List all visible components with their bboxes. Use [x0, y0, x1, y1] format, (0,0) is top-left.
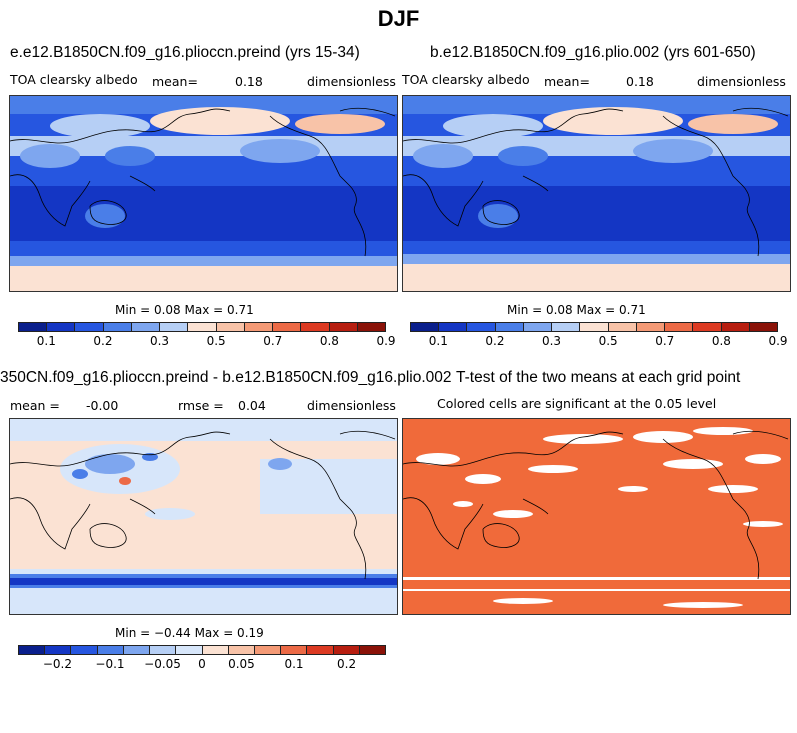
rmse-value-bottom-left: 0.04 [238, 398, 266, 413]
units-label-top-left: dimensionless [307, 74, 396, 89]
colorbar-swatch [301, 323, 330, 331]
colorbar-swatch [254, 646, 282, 654]
colorbar-tick-label: 0.5 [206, 334, 226, 348]
colorbar-swatch [216, 323, 245, 331]
colorbar-swatch [359, 646, 386, 654]
colorbar-swatch [150, 646, 177, 654]
colorbar-tick-label: 0.05 [228, 657, 255, 671]
colorbar-swatch [665, 323, 694, 331]
colorbar-tick-label: 0.9 [768, 334, 788, 348]
mean-value-top-left: 0.18 [235, 74, 263, 89]
colorbar-swatch [123, 646, 151, 654]
colorbar-swatch [580, 323, 609, 331]
colorbar-swatch [273, 323, 302, 331]
panel-title-bottom-right: T-test of the two means at each grid poi… [456, 369, 741, 386]
mean-value-bottom-left: -0.00 [86, 398, 119, 413]
variable-label-top-left: TOA clearsky albedo [10, 72, 138, 87]
variable-label-top-right: TOA clearsky albedo [402, 72, 530, 87]
colorbar-swatch [636, 323, 666, 331]
colorbar-swatch [693, 323, 722, 331]
colorbar-swatch [160, 323, 189, 331]
mean-label-top-right: mean= [544, 74, 590, 89]
colorbar-swatch [357, 323, 386, 331]
colorbar-swatch [244, 323, 274, 331]
units-label-bottom-left: dimensionless [307, 398, 396, 413]
stats-top-left: Min = 0.08 Max = 0.71 [115, 303, 254, 317]
colorbar-tick-label: 0.3 [541, 334, 562, 348]
map-panel-top-right [402, 95, 791, 292]
colorbar-tick-label: 0.8 [319, 334, 339, 348]
colorbar-swatch [97, 646, 124, 654]
colorbar-swatch [749, 323, 778, 331]
panel-title-bottom-left: 350CN.f09_g16.plioccn.preind - b.e12.B18… [0, 369, 452, 386]
colorbar-tick-label: 0.1 [428, 334, 448, 348]
colorbar-tick-label: 0.2 [93, 334, 113, 348]
panel-subtitle-bottom-right: Colored cells are significant at the 0.0… [437, 396, 717, 411]
colorbar-top-left [18, 322, 386, 332]
colorbar-swatch [307, 646, 334, 654]
colorbar-swatch [411, 323, 440, 331]
colorbar-tick-label: 0.2 [337, 657, 357, 671]
colorbar-tick-label: 0.7 [263, 334, 283, 348]
albedo-map-top-right [403, 96, 790, 291]
colorbar-swatch [721, 323, 750, 331]
colorbar-swatch [329, 323, 358, 331]
panel-title-top-left: e.e12.B1850CN.f09_g16.plioccn.preind (yr… [10, 44, 360, 61]
colorbar-swatch [608, 323, 637, 331]
units-label-top-right: dimensionless [697, 74, 786, 89]
colorbar-tick-label: −0.05 [144, 657, 181, 671]
colorbar-tick-label: 0.3 [149, 334, 170, 348]
colorbar-tick-label: −0.1 [95, 657, 125, 671]
map-panel-bottom-left [9, 418, 398, 615]
colorbar-swatch [75, 323, 104, 331]
colorbar-swatch [131, 323, 161, 331]
ttest-map-bottom-right [403, 419, 790, 614]
colorbar-swatch [202, 646, 229, 654]
colorbar-swatch [439, 323, 468, 331]
colorbar-swatch [495, 323, 524, 331]
colorbar-swatch [333, 646, 360, 654]
colorbar-top-right [410, 322, 778, 332]
colorbar-swatch [47, 323, 76, 331]
colorbar-swatch [467, 323, 496, 331]
colorbar-swatch [281, 646, 308, 654]
colorbar-tick-label: 0 [198, 657, 206, 671]
colorbar-tick-label: 0.1 [284, 657, 304, 671]
albedo-map-top-left [10, 96, 397, 291]
colorbar-swatch [71, 646, 98, 654]
colorbar-swatch [176, 646, 203, 654]
map-panel-bottom-right [402, 418, 791, 615]
colorbar-tick-label: −0.2 [42, 657, 72, 671]
difference-map-bottom-left [10, 419, 397, 614]
colorbar-tick-label: 0.7 [655, 334, 675, 348]
map-panel-top-left [9, 95, 398, 292]
colorbar-tick-label: 0.8 [711, 334, 731, 348]
colorbar-swatch [19, 646, 46, 654]
mean-label-top-left: mean= [152, 74, 198, 89]
colorbar-tick-label: 0.1 [36, 334, 56, 348]
rmse-label-bottom-left: rmse = [178, 398, 224, 413]
stats-top-right: Min = 0.08 Max = 0.71 [507, 303, 646, 317]
colorbar-swatch [228, 646, 255, 654]
colorbar-swatch [188, 323, 217, 331]
mean-label-bottom-left: mean = [10, 398, 60, 413]
panel-title-top-right: b.e12.B1850CN.f09_g16.plio.002 (yrs 601-… [430, 44, 756, 61]
colorbar-tick-label: 0.5 [598, 334, 618, 348]
colorbar-swatch [19, 323, 48, 331]
figure-title: DJF [377, 6, 420, 31]
colorbar-swatch [523, 323, 553, 331]
colorbar-swatch [45, 646, 72, 654]
colorbar-swatch [103, 323, 132, 331]
stats-bottom-left: Min = −0.44 Max = 0.19 [115, 626, 264, 640]
colorbar-tick-label: 0.2 [485, 334, 505, 348]
colorbar-tick-label: 0.9 [376, 334, 396, 348]
colorbar-bottom-left [18, 645, 386, 655]
mean-value-top-right: 0.18 [626, 74, 654, 89]
colorbar-swatch [552, 323, 581, 331]
